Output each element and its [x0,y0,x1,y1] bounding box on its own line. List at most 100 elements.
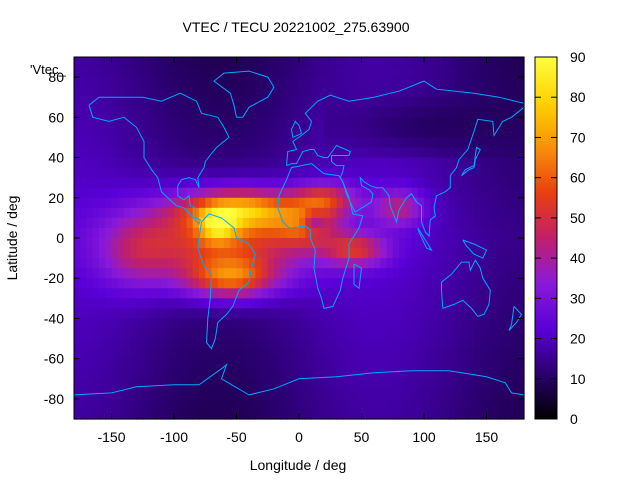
heatmap-cell [192,288,200,299]
heatmap-cell [480,308,488,320]
colorbar-tick-label: 60 [570,170,586,186]
heatmap-cell [374,107,381,118]
heatmap-cell [267,207,275,219]
heatmap-cell [92,288,100,299]
heatmap-cell [330,97,338,108]
heatmap-cell [311,318,319,330]
heatmap-cell [86,157,94,169]
heatmap-cell [517,378,525,390]
heatmap-cell [349,358,356,370]
heatmap-cell [192,398,200,410]
heatmap-cell [92,57,100,68]
heatmap-cell [517,167,525,179]
heatmap-cell [355,358,363,370]
heatmap-cell [455,67,463,78]
heatmap-cell [267,187,275,199]
heatmap-cell [174,87,181,98]
heatmap-cell [249,207,256,219]
heatmap-cell [517,207,525,219]
heatmap-cell [336,298,344,309]
heatmap-cell [455,197,463,209]
heatmap-cell [380,107,388,118]
heatmap-cell [124,258,131,269]
heatmap-cell [155,217,163,229]
heatmap-cell [174,288,181,299]
heatmap-cell [349,308,356,320]
heatmap-cell [411,288,419,299]
heatmap-cell [274,328,281,340]
heatmap-cell [436,238,444,249]
heatmap-cell [405,378,413,390]
heatmap-cell [355,338,363,350]
heatmap-cell [486,77,494,88]
heatmap-cell [124,137,131,149]
heatmap-cell [174,388,181,400]
heatmap-cell [305,77,313,88]
heatmap-cell [461,67,469,78]
heatmap-cell [330,408,338,420]
heatmap-cell [99,268,106,279]
heatmap-cell [317,107,325,118]
heatmap-cell [330,207,338,219]
heatmap-cell [324,378,331,390]
heatmap-cell [299,117,306,128]
colorbar-tick-label: 10 [570,371,586,387]
heatmap-cell [349,227,356,239]
heatmap-cell [455,388,463,400]
heatmap-cell [499,258,506,269]
heatmap-cell [286,207,294,219]
heatmap-cell [467,258,475,269]
heatmap-cell [286,127,294,139]
heatmap-cell [192,368,200,380]
heatmap-cell [174,308,181,320]
heatmap-cell [336,87,344,98]
heatmap-cell [224,358,231,370]
heatmap-cell [136,248,144,259]
heatmap-cell [386,378,394,390]
heatmap-cell [174,408,181,420]
heatmap-cell [199,268,206,279]
heatmap-cell [111,368,119,380]
heatmap-cell [505,217,513,229]
heatmap-cell [505,157,513,169]
heatmap-cell [399,227,406,239]
heatmap-cell [117,238,125,249]
heatmap-cell [399,318,406,330]
heatmap-cell [130,217,138,229]
heatmap-cell [430,227,438,239]
heatmap-cell [399,197,406,209]
heatmap-cell [161,338,169,350]
heatmap-cell [399,338,406,350]
heatmap-cell [180,187,188,199]
heatmap-cell [511,368,519,380]
heatmap-cell [167,298,175,309]
heatmap-cell [374,187,381,199]
heatmap-cell [424,77,431,88]
heatmap-cell [74,258,81,269]
heatmap-cell [517,368,525,380]
heatmap-cell [249,398,256,410]
heatmap-cell [74,298,81,309]
heatmap-cell [299,77,306,88]
heatmap-cell [449,408,456,420]
heatmap-cell [174,117,181,128]
heatmap-cell [499,137,506,149]
heatmap-cell [255,288,263,299]
heatmap-cell [80,278,88,289]
heatmap-cell [174,278,181,289]
heatmap-cell [117,288,125,299]
heatmap-cell [174,157,181,169]
heatmap-cell [117,57,125,68]
heatmap-cell [299,408,306,420]
heatmap-cell [192,127,200,139]
heatmap-cell [517,187,525,199]
heatmap-cell [192,57,200,68]
heatmap-cell [480,338,488,350]
heatmap-cell [86,117,94,128]
heatmap-cell [199,368,206,380]
heatmap-cell [142,207,150,219]
heatmap-cell [117,338,125,350]
heatmap-cell [286,197,294,209]
heatmap-cell [474,248,481,259]
